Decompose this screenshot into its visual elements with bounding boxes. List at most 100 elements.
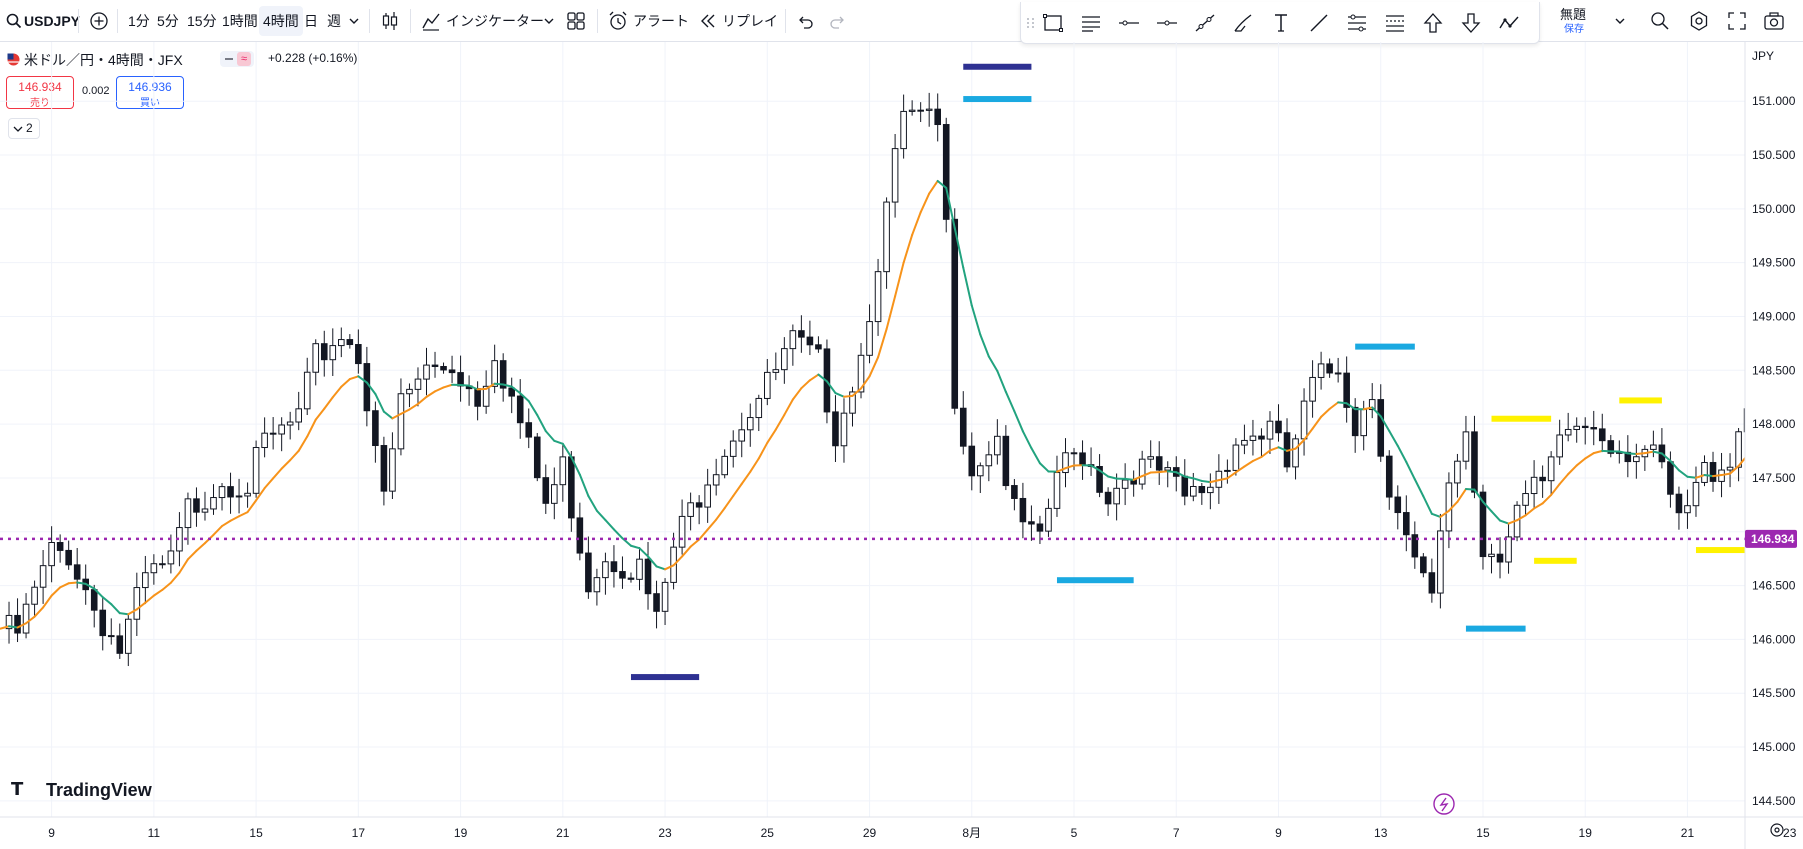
currency-label[interactable]: JPY (1752, 49, 1774, 63)
symbol-search[interactable]: USDJPY (24, 13, 81, 29)
ma-segment (928, 179, 939, 195)
candle (687, 492, 694, 531)
ma-segment (936, 179, 948, 189)
layouts-icon[interactable] (565, 10, 587, 32)
text-icon[interactable] (1269, 11, 1293, 35)
level-marker[interactable] (1465, 625, 1526, 632)
lightning-icon[interactable] (1433, 793, 1455, 815)
ma-segment (1550, 483, 1561, 496)
level-marker[interactable] (630, 674, 700, 681)
interval-day[interactable]: 日 (304, 13, 318, 29)
candle (977, 462, 984, 493)
ma-segment (715, 507, 726, 521)
level-marker[interactable] (1695, 547, 1748, 554)
divider (369, 9, 370, 33)
candles (5, 92, 1802, 667)
legend-collapse-button[interactable]: 2 (8, 118, 40, 139)
lines-icon[interactable] (1079, 11, 1103, 35)
horizontal-line-icon[interactable] (1117, 11, 1141, 35)
settings-icon[interactable] (1688, 10, 1710, 32)
candle (286, 411, 294, 440)
candle (1087, 447, 1095, 476)
collapsed-count: 2 (26, 121, 33, 135)
candle (1471, 415, 1478, 499)
ma-segment (1439, 509, 1450, 518)
interval-1m[interactable]: 1分 (128, 13, 150, 29)
undo-icon[interactable] (796, 12, 814, 30)
ma-segment (212, 525, 224, 536)
sell-button[interactable]: 146.934 売り (6, 76, 74, 109)
ma-segment (442, 383, 454, 389)
ma-segment (629, 544, 641, 550)
interval-4h[interactable]: 4時間 (259, 6, 303, 36)
chevron-down-icon[interactable] (348, 15, 360, 27)
arrow-up-icon[interactable] (1421, 11, 1445, 35)
horizontal-ray-icon[interactable] (1155, 11, 1179, 35)
fullscreen-icon[interactable] (1726, 10, 1748, 32)
trend-line-icon[interactable] (1193, 11, 1217, 35)
ma-segment (1456, 488, 1467, 503)
chevron-down-icon[interactable] (1614, 15, 1626, 27)
last-price-badge (1745, 529, 1797, 548)
level-marker[interactable] (1355, 343, 1415, 350)
ma-segment (1200, 479, 1212, 484)
candle (644, 541, 652, 610)
indicators-button[interactable]: インジケーター (446, 13, 544, 29)
fib-icon[interactable] (1383, 11, 1407, 35)
ma-segment (1533, 502, 1544, 510)
buy-button[interactable]: 146.936 買い (116, 76, 184, 109)
candles-icon[interactable] (380, 10, 400, 32)
brush-icon[interactable] (1231, 11, 1255, 35)
candle (193, 487, 200, 527)
path-icon[interactable] (1497, 11, 1521, 35)
replay-icon[interactable] (699, 12, 717, 30)
interval-1h[interactable]: 1時間 (222, 13, 258, 29)
level-marker[interactable] (963, 96, 1032, 103)
replay-button[interactable]: リプレイ (722, 13, 778, 29)
line-icon[interactable] (1307, 11, 1331, 35)
camera-icon[interactable] (1763, 10, 1785, 32)
interval-week[interactable]: 週 (327, 13, 341, 29)
axis-settings-icon[interactable] (1770, 823, 1784, 837)
ma-segment (962, 266, 973, 307)
interval-15m[interactable]: 15分 (187, 13, 217, 29)
ma-segment (263, 477, 275, 490)
candle (1334, 357, 1342, 383)
ma-segment (221, 519, 232, 528)
parallel-channel-icon[interactable] (1345, 11, 1369, 35)
alert-button[interactable]: アラート (633, 13, 689, 29)
rectangle-icon[interactable] (1041, 11, 1065, 35)
indicators-icon[interactable] (421, 10, 441, 32)
level-marker[interactable] (1491, 415, 1552, 422)
price-tick-label: 146.000 (1752, 632, 1796, 646)
arrow-down-icon[interactable] (1459, 11, 1483, 35)
ma-segment (885, 295, 897, 331)
status-badge[interactable]: ≈ (220, 51, 254, 67)
candle (1496, 537, 1504, 579)
interval-5m[interactable]: 5分 (157, 13, 179, 29)
redo-icon[interactable] (829, 12, 847, 30)
level-marker[interactable] (1619, 397, 1662, 404)
ma-segment (740, 470, 752, 485)
level-marker[interactable] (963, 63, 1032, 70)
ma-segment (1720, 472, 1732, 477)
symbol-title[interactable]: 米ドル／円・4時間・JFX (24, 52, 183, 68)
candle (1062, 438, 1069, 488)
search-icon[interactable] (6, 12, 22, 30)
drag-handle-icon[interactable] (1025, 11, 1049, 35)
candle (1505, 522, 1512, 574)
plus-circle-icon[interactable] (88, 10, 110, 32)
candle (1385, 450, 1393, 510)
alert-icon[interactable] (607, 10, 629, 32)
ma-segment (732, 482, 743, 497)
candle (1232, 438, 1240, 476)
level-marker[interactable] (1056, 577, 1134, 584)
layout-name[interactable]: 無題 (1560, 7, 1587, 22)
chevron-down-icon[interactable] (543, 15, 555, 27)
candle (1343, 356, 1350, 423)
search-zoom-icon[interactable] (1649, 10, 1671, 32)
candle (1522, 480, 1529, 516)
level-marker[interactable] (1534, 557, 1577, 564)
price-chart[interactable]: JPY 144.500 145.000 145.500 146.000 146.500 14… (0, 42, 1803, 849)
candle (1164, 461, 1172, 488)
